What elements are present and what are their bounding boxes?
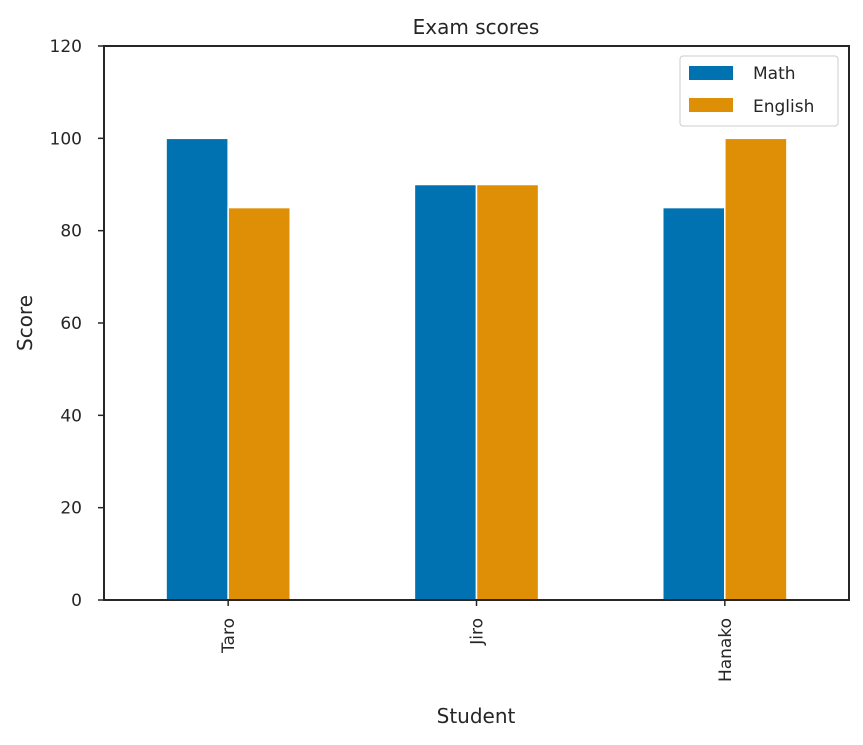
x-tick-label-hanako: Hanako bbox=[716, 618, 736, 682]
bar-english-jiro bbox=[475, 183, 540, 601]
legend-label-math: Math bbox=[753, 64, 796, 84]
legend-swatch-english bbox=[689, 98, 733, 112]
y-tick-label: 0 bbox=[71, 591, 82, 611]
bar-english-taro bbox=[227, 206, 292, 601]
y-axis-ticks: 0 20 40 60 80 100 120 bbox=[50, 37, 104, 611]
y-tick-label: 80 bbox=[60, 222, 82, 242]
bars-group bbox=[165, 137, 788, 601]
bar-math-hanako bbox=[662, 206, 726, 601]
y-tick-label: 20 bbox=[60, 499, 82, 519]
x-axis-ticks: Taro Jiro Hanako bbox=[219, 600, 736, 682]
x-axis-label: Student bbox=[437, 704, 516, 728]
x-tick-label-jiro: Jiro bbox=[468, 618, 488, 646]
legend-swatch-math bbox=[689, 66, 733, 80]
legend-label-english: English bbox=[753, 97, 814, 117]
bar-math-jiro bbox=[413, 183, 478, 601]
x-tick-label-taro: Taro bbox=[219, 618, 239, 654]
bar-math-taro bbox=[165, 137, 229, 601]
y-tick-label: 60 bbox=[60, 314, 82, 334]
y-tick-label: 100 bbox=[50, 129, 82, 149]
legend: Math English bbox=[679, 55, 839, 127]
chart-title: Exam scores bbox=[413, 15, 540, 39]
y-axis-label: Score bbox=[13, 295, 37, 351]
bar-english-hanako bbox=[724, 137, 788, 601]
y-tick-label: 120 bbox=[50, 37, 82, 57]
y-tick-label: 40 bbox=[60, 406, 82, 426]
